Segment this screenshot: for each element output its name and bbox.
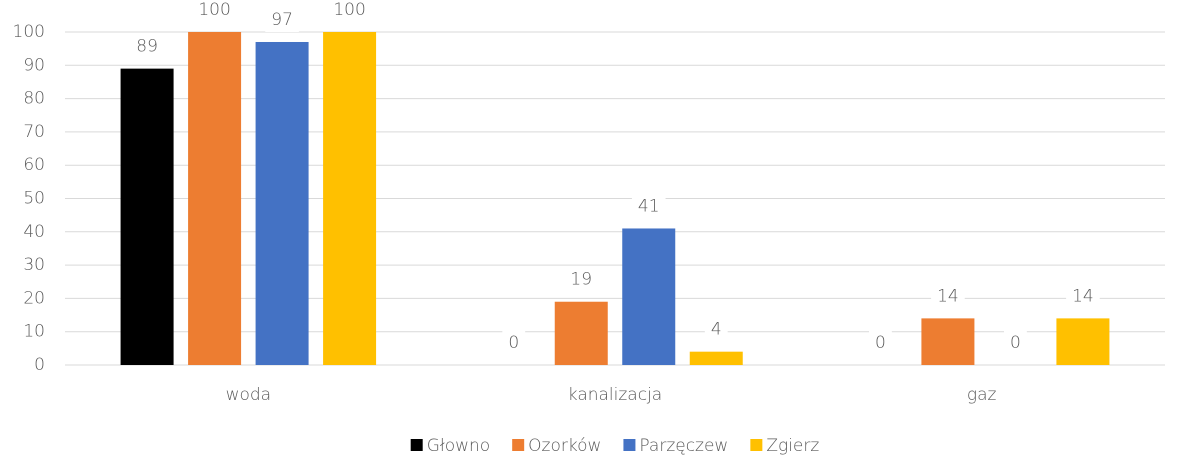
label-background	[931, 284, 965, 309]
data-label: 0	[1010, 333, 1021, 353]
data-label: 0	[508, 333, 519, 353]
label-background	[564, 267, 599, 292]
legend-swatch	[410, 439, 423, 451]
legend-label: Ozorków	[528, 436, 601, 456]
y-tick-label: 0	[34, 355, 45, 375]
label-background	[502, 331, 526, 355]
y-tick-label: 80	[23, 89, 45, 109]
y-tick-label: 50	[23, 189, 45, 209]
x-tick-label: gaz	[967, 385, 997, 405]
data-label: 100	[333, 0, 365, 20]
label-background	[130, 34, 164, 59]
bar	[188, 32, 242, 365]
y-tick-label: 70	[23, 122, 45, 142]
label-background	[1066, 284, 1100, 309]
legend-swatch	[623, 439, 636, 451]
legend-label: Parzęczew	[639, 436, 728, 456]
legend-label: Głowno	[427, 436, 490, 456]
bar	[1056, 318, 1110, 365]
x-tick-label: kanalizacja	[568, 385, 662, 405]
label-background	[869, 331, 892, 355]
bar	[622, 228, 676, 365]
data-label: 97	[271, 10, 293, 30]
data-label: 14	[937, 286, 959, 306]
label-background	[265, 7, 299, 32]
label-background	[631, 194, 666, 219]
data-label: 100	[198, 0, 230, 20]
bar	[323, 32, 377, 365]
bar	[120, 68, 174, 365]
y-tick-label: 10	[23, 322, 45, 342]
bar	[921, 318, 975, 365]
legend-label: Zgierz	[766, 436, 819, 456]
bar	[689, 351, 743, 365]
y-tick-label: 90	[23, 55, 45, 75]
data-label: 4	[711, 320, 722, 340]
data-label: 41	[638, 196, 660, 216]
data-label: 19	[570, 270, 592, 290]
y-tick-label: 40	[23, 222, 45, 242]
legend-swatch	[512, 439, 525, 451]
x-tick-label: woda	[226, 385, 272, 405]
y-tick-label: 60	[23, 155, 45, 175]
y-tick-label: 30	[23, 255, 45, 275]
label-background	[1004, 331, 1027, 355]
y-tick-label: 100	[13, 22, 45, 42]
data-label: 89	[136, 37, 158, 57]
label-background	[192, 0, 237, 22]
legend-swatch	[750, 439, 763, 451]
data-label: 0	[875, 333, 886, 353]
label-background	[327, 0, 372, 22]
label-background	[704, 317, 728, 342]
bar	[554, 301, 608, 365]
data-label: 14	[1072, 286, 1094, 306]
bar	[255, 41, 309, 366]
y-tick-label: 20	[23, 288, 45, 308]
